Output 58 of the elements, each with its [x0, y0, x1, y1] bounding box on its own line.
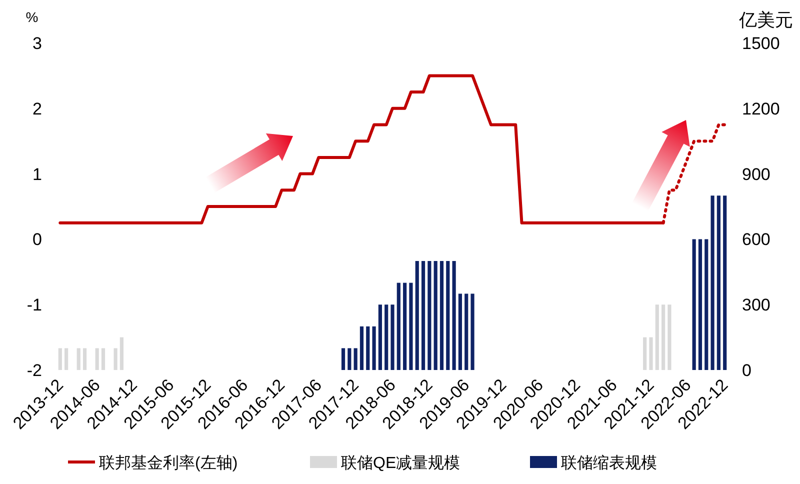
bar	[409, 282, 413, 370]
bar	[360, 326, 364, 370]
y2-tick-label: 0	[742, 361, 752, 380]
bar	[470, 294, 474, 370]
bar	[698, 239, 702, 370]
bar	[76, 348, 80, 370]
bar	[341, 348, 346, 370]
bar	[434, 261, 438, 370]
bar	[396, 282, 400, 370]
y2-tick-label: 300	[742, 296, 770, 315]
bar	[428, 261, 432, 370]
y-tick-label: -2	[26, 361, 42, 380]
y-tick-label: -1	[26, 296, 42, 315]
bar	[710, 196, 714, 370]
y2-tick-label: 1500	[742, 34, 780, 53]
bar	[649, 337, 653, 370]
bar	[452, 261, 456, 370]
y-tick-label: 3	[32, 34, 42, 53]
y-tick-label: 1	[32, 164, 42, 184]
legend-label: 联邦基金利率(左轴)	[99, 454, 238, 472]
bar	[64, 348, 68, 370]
y2-axis-title: 亿美元	[738, 10, 793, 30]
bar	[101, 348, 106, 370]
bar	[114, 348, 118, 370]
bar	[58, 348, 62, 370]
bar	[415, 261, 419, 370]
bar	[82, 348, 87, 370]
bar	[704, 239, 708, 370]
y-tick-label: 0	[32, 230, 42, 250]
legend-label: 联储QE减量规模	[341, 454, 460, 472]
y-tick-label: 2	[32, 99, 42, 118]
bar	[446, 261, 450, 370]
legend-label: 联储缩表规模	[561, 454, 657, 472]
bar	[440, 261, 444, 370]
bar	[692, 239, 696, 370]
y2-tick-label: 900	[742, 164, 770, 184]
bar	[120, 337, 124, 370]
bar	[384, 304, 388, 370]
bar	[655, 304, 659, 370]
bar	[366, 326, 370, 370]
bar	[354, 348, 358, 370]
bar	[372, 326, 376, 370]
bar	[458, 294, 462, 370]
bar	[421, 261, 426, 370]
bar	[643, 337, 647, 370]
bar	[95, 348, 99, 370]
bar	[390, 304, 394, 370]
bar	[662, 304, 666, 370]
bar	[403, 282, 407, 370]
bar	[464, 294, 468, 370]
bar	[668, 304, 672, 370]
bar	[716, 196, 720, 370]
y2-tick-label: 1200	[742, 99, 780, 118]
bar	[378, 304, 382, 370]
bar	[348, 348, 352, 370]
bar	[723, 196, 727, 370]
y2-tick-label: 600	[742, 230, 770, 250]
y-axis-title: %	[26, 9, 38, 25]
